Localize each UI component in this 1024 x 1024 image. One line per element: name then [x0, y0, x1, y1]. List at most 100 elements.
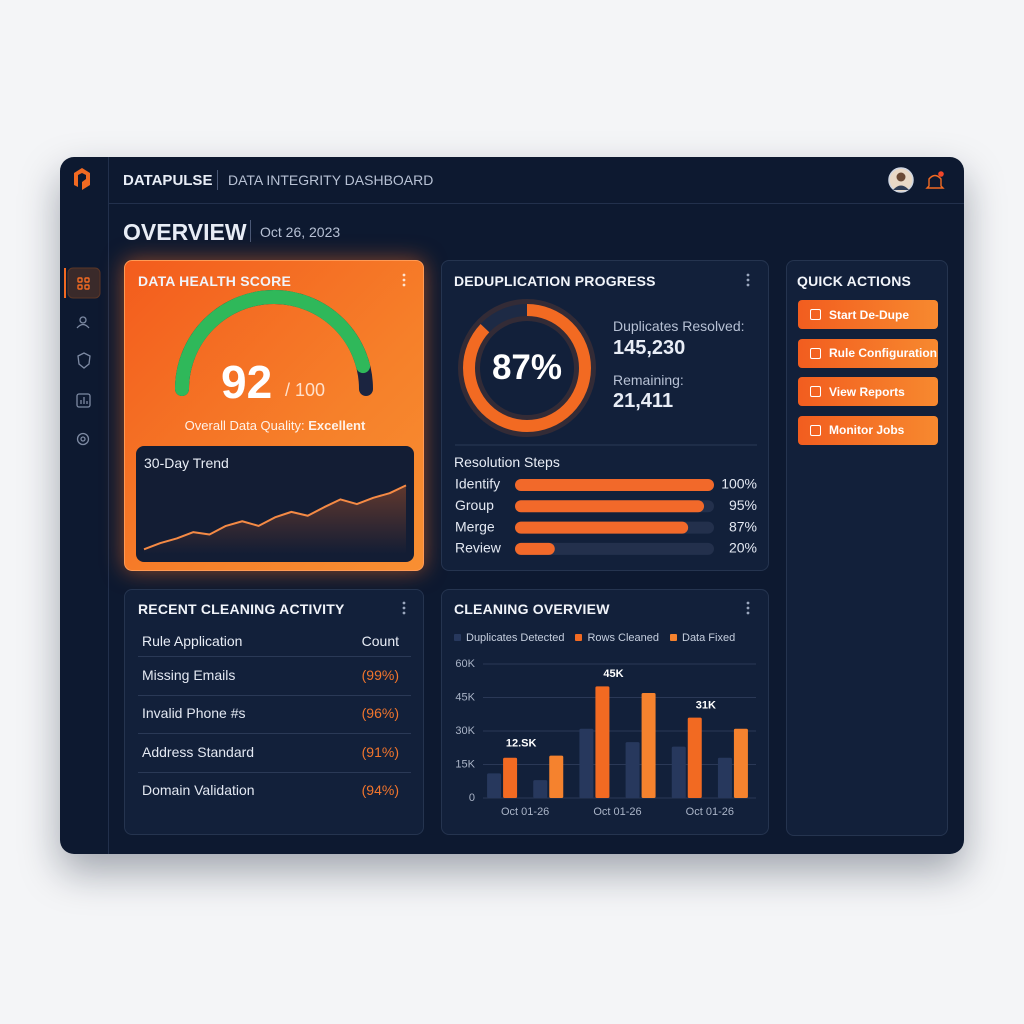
annotation: 12.SK	[506, 737, 537, 749]
card-title: QUICK ACTIONS	[797, 273, 912, 289]
gauge	[175, 273, 406, 396]
header-icons	[888, 167, 945, 193]
step-label: Identify	[455, 476, 500, 492]
step-value: 95%	[729, 497, 757, 513]
row-count: (91%)	[361, 743, 399, 760]
card-title: RECENT CLEANING ACTIVITY	[138, 601, 345, 617]
action-button[interactable]: View Reports	[798, 377, 938, 406]
row-count: (99%)	[361, 667, 399, 683]
header-title: DATA INTEGRITY DASHBOARD	[228, 172, 434, 188]
card-menu[interactable]	[402, 273, 406, 287]
row-divider	[138, 771, 411, 773]
nav-grid-icon[interactable]	[77, 277, 90, 290]
overview-title: OVERVIEW	[123, 219, 247, 245]
gauge-value	[175, 290, 371, 396]
annotation: 31K	[696, 700, 716, 712]
quick-actions-card: QUICK ACTIONS Start De-Dupe Rule Configur…	[786, 260, 948, 836]
nav-active-bg[interactable]	[67, 267, 101, 299]
button-label: Rule Configuration	[829, 346, 937, 360]
bar	[487, 773, 502, 798]
health-card: DATA HEALTH SCORE 92 / 100 Overall Data …	[124, 260, 424, 571]
trend-chart	[143, 484, 407, 554]
bar	[671, 746, 686, 798]
legend-item: Data Fixed	[670, 632, 735, 644]
dedup-card: DEDUPLICATION PROGRESS Identify 100% Group…	[441, 260, 769, 571]
annotation: 45K	[603, 668, 623, 680]
action-button[interactable]: Monitor Jobs	[798, 415, 938, 445]
y-tick-label: 30K	[455, 725, 475, 737]
steps-title: Resolution Steps	[454, 454, 560, 470]
bar	[503, 757, 518, 798]
avatar-body	[893, 185, 909, 190]
row-divider	[138, 695, 411, 696]
step-label: Merge	[455, 518, 495, 534]
card-title: DEDUPLICATION PROGRESS	[454, 273, 656, 289]
bar	[717, 757, 732, 798]
overview-date: Oct 26, 2023	[260, 224, 341, 240]
button-icon	[810, 386, 821, 397]
resolved-value: 145,230	[613, 337, 686, 359]
button-label: Start De-Dupe	[829, 307, 910, 322]
action-button[interactable]: Rule Configuration	[798, 338, 938, 368]
x-tick-label: Oct 01-26	[686, 806, 734, 818]
row-count: (96%)	[361, 705, 399, 722]
y-tick-label: 60K	[455, 658, 475, 670]
y-tick-label: 45K	[455, 691, 475, 703]
button-icon	[810, 347, 821, 359]
x-tick-label: Oct 01-26	[501, 806, 549, 818]
bell[interactable]	[925, 174, 945, 189]
resolved-label: Duplicates Resolved:	[613, 318, 745, 334]
legend-swatch	[670, 634, 677, 641]
step-label: Group	[455, 497, 494, 513]
sidebar-icons	[64, 168, 101, 446]
x-tick-label: Oct 01-26	[593, 806, 641, 818]
card-menu[interactable]	[746, 273, 750, 287]
row-label: Missing Emails	[142, 667, 236, 683]
card-title: DATA HEALTH SCORE	[138, 273, 291, 289]
bar	[733, 728, 748, 798]
y-tick-label: 0	[469, 792, 475, 804]
nav-chart-icon[interactable]	[76, 393, 91, 408]
score: 92	[221, 356, 273, 408]
divider	[217, 170, 218, 190]
bar	[549, 755, 564, 798]
nav-users-icon[interactable]	[76, 316, 90, 329]
step-bar	[515, 479, 714, 491]
cleaning-card: CLEANING OVERVIEW Duplicates Detected Row…	[441, 589, 769, 835]
button-icon	[810, 424, 821, 436]
step-bar	[515, 542, 555, 555]
score-max: / 100	[285, 380, 326, 400]
quality-line: Overall Data Quality: Excellent	[125, 418, 425, 433]
card-menu[interactable]	[399, 598, 409, 618]
action-button[interactable]: Start De-Dupe	[798, 300, 938, 329]
legend-item: Rows Cleaned	[575, 632, 659, 644]
legend-label: Data Fixed	[682, 632, 736, 644]
card-title: CLEANING OVERVIEW	[454, 601, 610, 617]
legend-label: Rows Cleaned	[587, 632, 659, 644]
bar	[533, 780, 548, 798]
gauge-track	[175, 290, 373, 396]
bar	[625, 742, 640, 798]
step-value: 100%	[721, 476, 757, 492]
legend-label: Duplicates Detected	[466, 632, 565, 644]
trend-title: 30-Day Trend	[144, 455, 229, 471]
nav-shield-icon[interactable]	[77, 352, 91, 369]
row-label: Address Standard	[142, 743, 255, 760]
y-tick-label: 15K	[455, 758, 475, 770]
bar-chart: 0 15K 30K 45K 60K Oct 01-26 Oct 01-26 Oct 01-26…	[455, 658, 756, 818]
nav-active-indicator	[64, 268, 66, 298]
row-divider	[138, 733, 411, 735]
legend: Duplicates Detected Rows Cleaned Data Fixe…	[454, 632, 735, 644]
row-label: Invalid Phone #s	[142, 705, 246, 722]
recent-card: RECENT CLEANING ACTIVITY Rule Applicatio…	[124, 589, 424, 835]
trend-box: 30-Day Trend	[136, 446, 414, 562]
nav-settings-icon[interactable]	[76, 432, 90, 446]
step-value: 20%	[729, 540, 757, 556]
card-menu[interactable]	[743, 598, 753, 618]
row-divider	[138, 656, 411, 657]
donut-label: 87%	[491, 348, 563, 387]
bar	[687, 717, 702, 798]
column-header: Rule Application	[142, 633, 243, 649]
